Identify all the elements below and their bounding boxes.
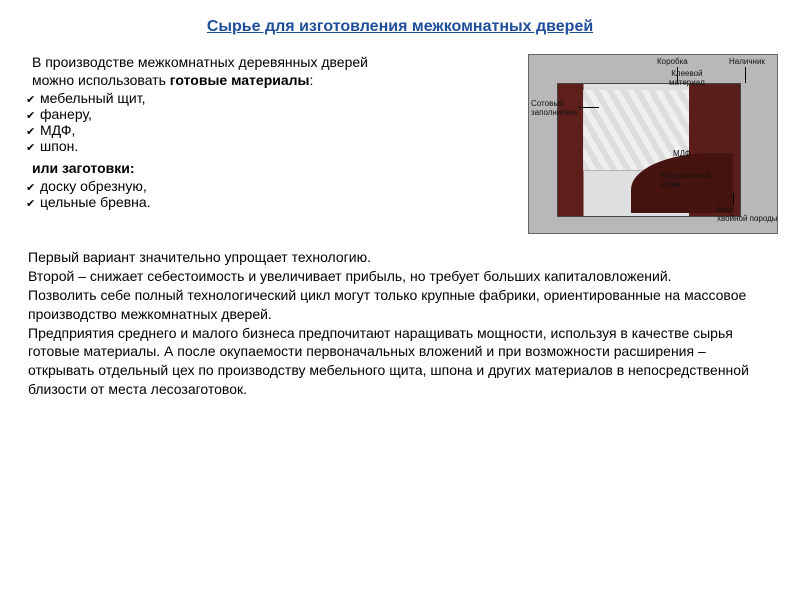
- lead-line: [745, 67, 746, 83]
- door-diagram: Коробка Наличник Клеевой материал Сотовы…: [528, 54, 778, 234]
- intro-line-1: В производстве межкомнатных деревянных д…: [32, 54, 518, 70]
- label-mdf: МДФ: [673, 149, 691, 158]
- intro-bold: готовые материалы: [170, 72, 310, 88]
- blanks-list: доску обрезную, цельные бревна.: [26, 178, 518, 210]
- top-section: В производстве межкомнатных деревянных д…: [22, 54, 778, 234]
- materials-list: мебельный щит, фанеру, МДФ, шпон.: [26, 90, 518, 154]
- intro-line-2: можно использовать готовые материалы:: [32, 72, 518, 88]
- list-item: фанеру,: [26, 106, 518, 122]
- or-label: или заготовки:: [32, 160, 518, 176]
- label-kleevoy: Клеевой материал: [669, 69, 705, 87]
- list-item: цельные бревна.: [26, 194, 518, 210]
- label-brus: Брус хвойной породы: [717, 205, 778, 223]
- paragraph: Позволить себе полный технологический ци…: [28, 286, 772, 324]
- page-title: Сырье для изготовления межкомнатных двер…: [22, 18, 778, 36]
- body-text: Первый вариант значительно упрощает техн…: [28, 248, 772, 399]
- label-korobka: Коробка: [657, 57, 688, 66]
- list-item: шпон.: [26, 138, 518, 154]
- list-item: МДФ,: [26, 122, 518, 138]
- intro-column: В производстве межкомнатных деревянных д…: [22, 54, 518, 216]
- paragraph: Второй – снижает себестоимость и увеличи…: [28, 267, 772, 286]
- paragraph: Предприятия среднего и малого бизнеса пр…: [28, 324, 772, 400]
- label-sotovy: Сотовый заполнитель: [531, 99, 578, 117]
- or-bold: заготовки: [62, 160, 130, 176]
- lead-line: [579, 107, 599, 108]
- list-item: доску обрезную,: [26, 178, 518, 194]
- paragraph: Первый вариант значительно упрощает техн…: [28, 248, 772, 267]
- or-prefix: или: [32, 160, 62, 176]
- label-shpon: Натуральный шпон: [661, 171, 711, 189]
- door-cutaway: [557, 83, 741, 217]
- list-item: мебельный щит,: [26, 90, 518, 106]
- intro-prefix: можно использовать: [32, 72, 170, 88]
- label-nalichnik: Наличник: [729, 57, 765, 66]
- lead-line: [733, 193, 734, 205]
